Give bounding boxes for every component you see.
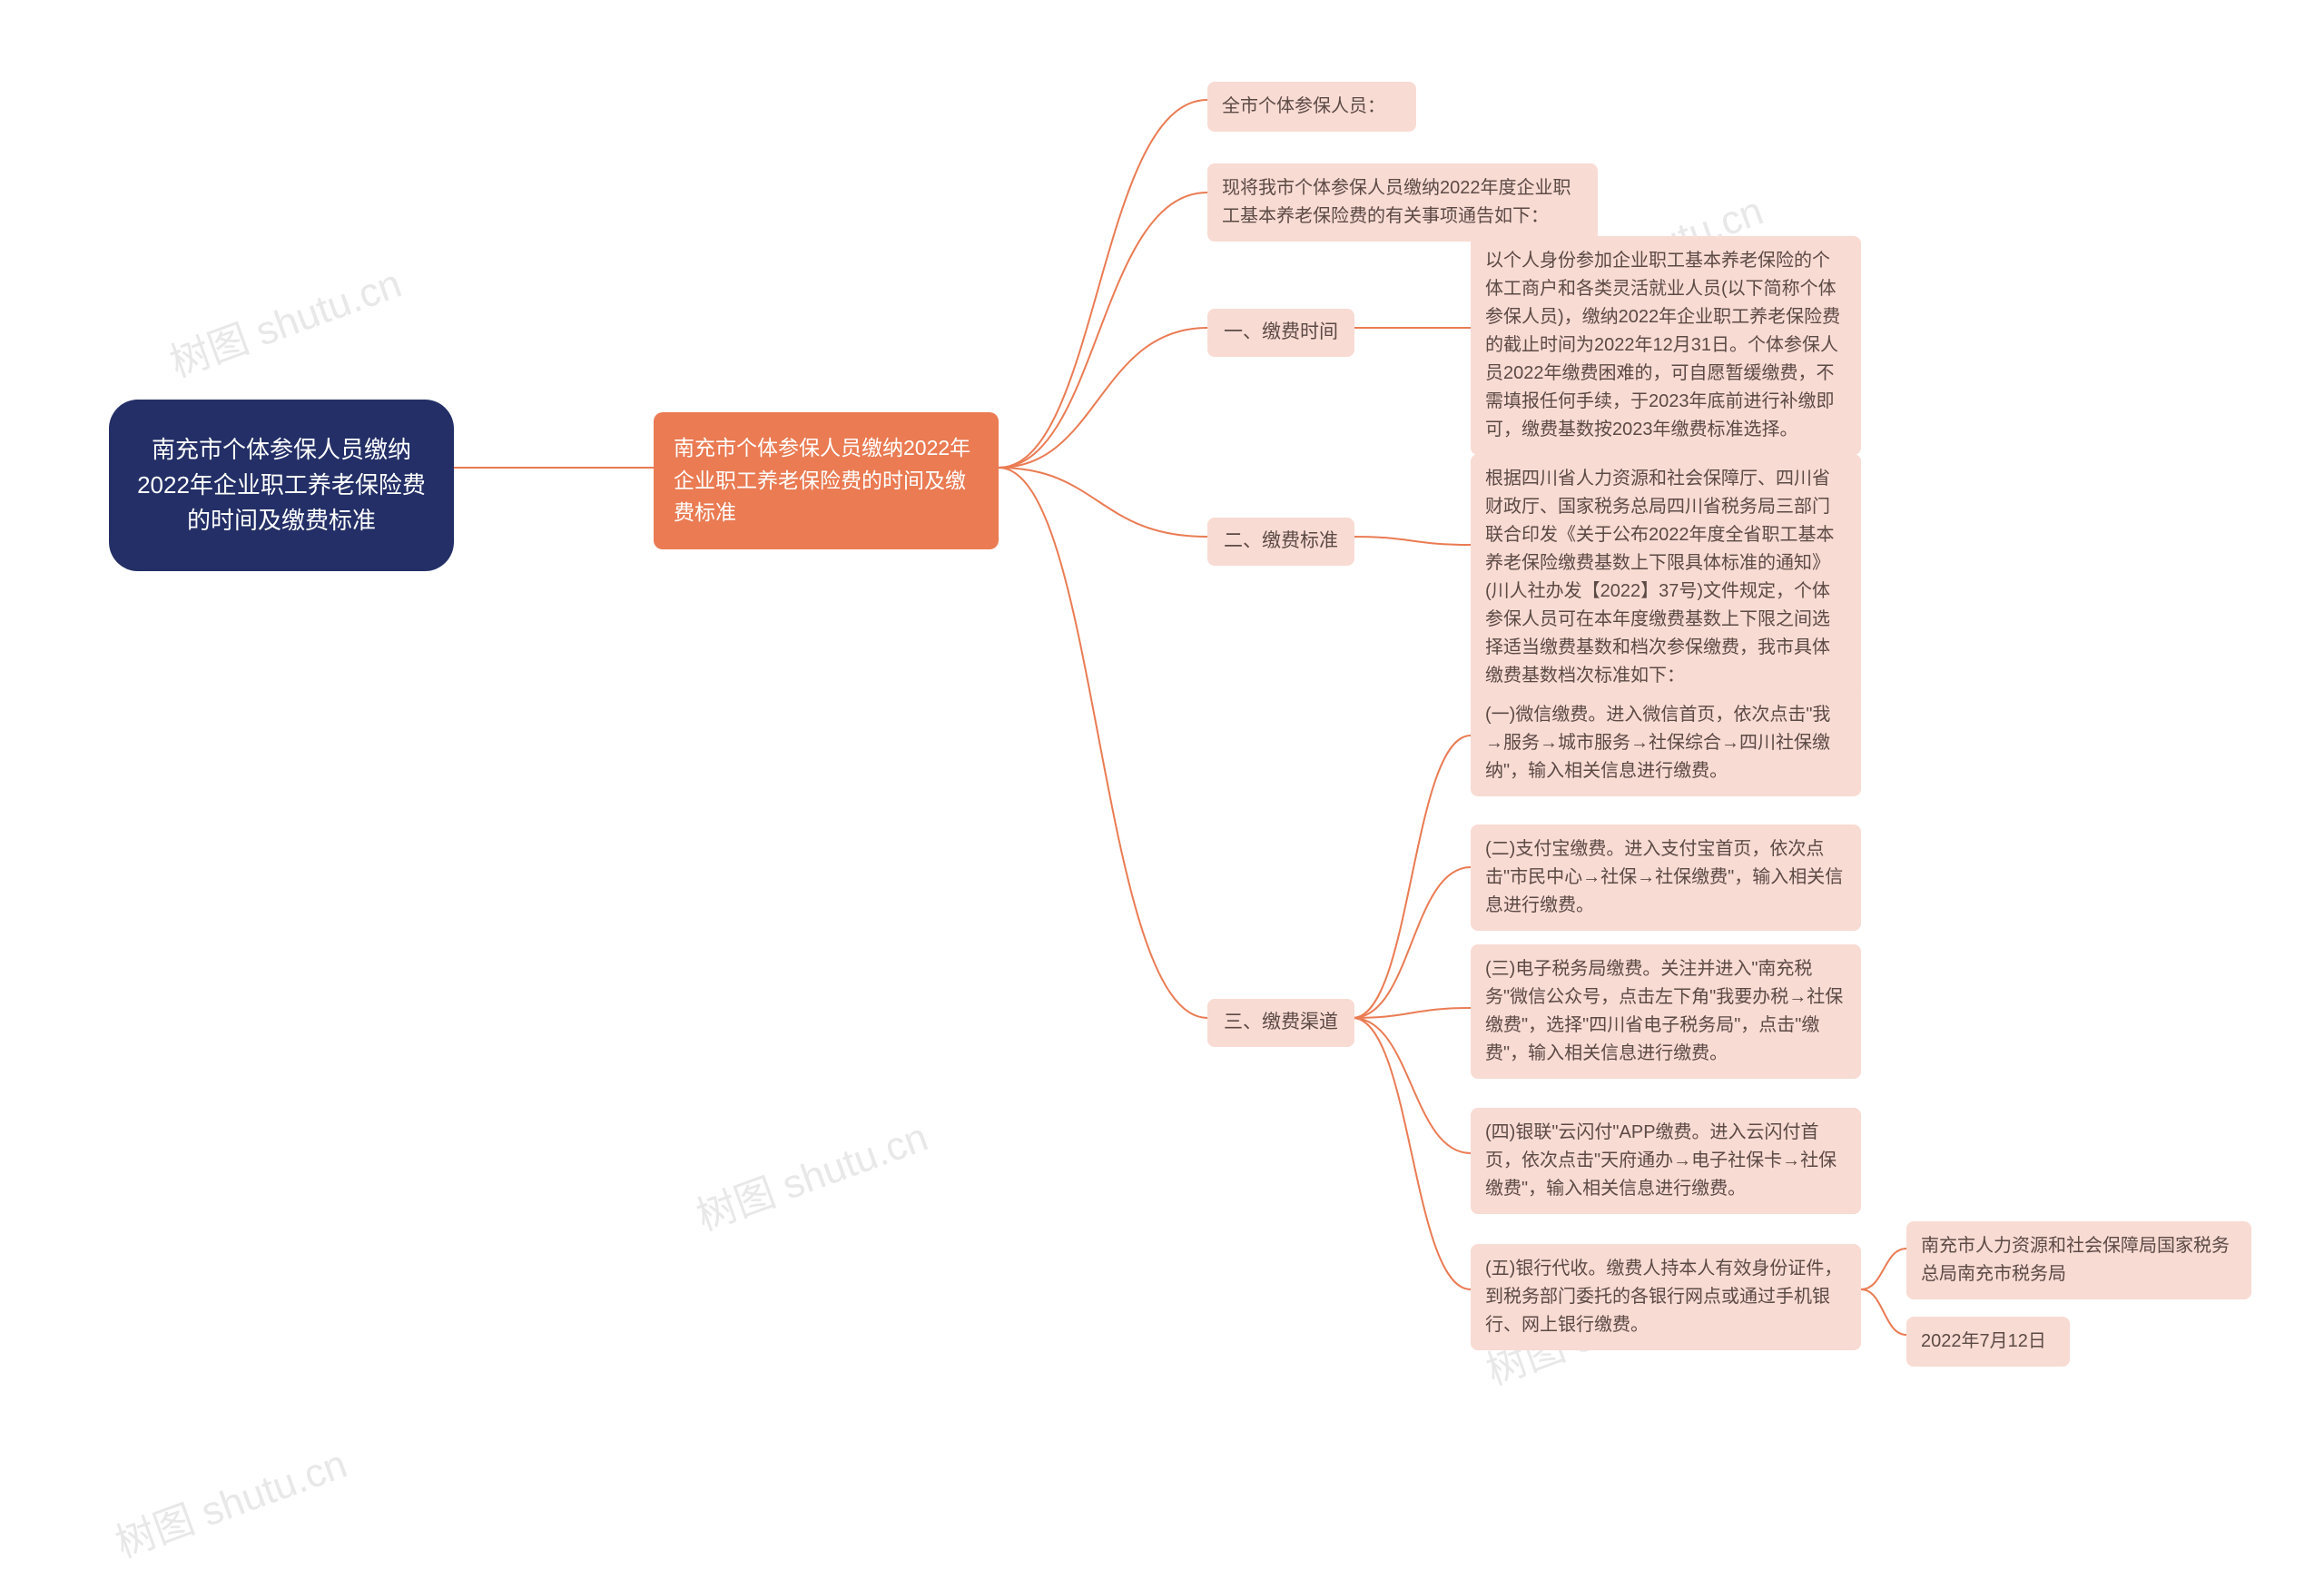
leaf-payment-standard[interactable]: 根据四川省人力资源和社会保障厅、四川省财政厅、国家税务总局四川省税务局三部门联合… [1471,454,1861,701]
branch-section-2[interactable]: 二、缴费标准 [1207,518,1354,566]
watermark: 树图 shutu.cn [106,1431,353,1568]
branch-audience[interactable]: 全市个体参保人员： [1207,82,1416,132]
watermark: 树图 shutu.cn [161,251,408,388]
leaf-payment-time[interactable]: 以个人身份参加企业职工基本养老保险的个体工商户和各类灵活就业人员(以下简称个体参… [1471,236,1861,455]
leaf-issuer[interactable]: 南充市人力资源和社会保障局国家税务总局南充市税务局 [1906,1221,2251,1299]
leaf-channel-wechat[interactable]: (一)微信缴费。进入微信首页，依次点击"我→服务→城市服务→社保综合→四川社保缴… [1471,690,1861,796]
branch-intro[interactable]: 现将我市个体参保人员缴纳2022年度企业职工基本养老保险费的有关事项通告如下： [1207,163,1598,242]
branch-section-3[interactable]: 三、缴费渠道 [1207,999,1354,1047]
mindmap-root[interactable]: 南充市个体参保人员缴纳2022年企业职工养老保险费的时间及缴费标准 [109,400,454,571]
mindmap-topic[interactable]: 南充市个体参保人员缴纳2022年企业职工养老保险费的时间及缴费标准 [654,412,999,549]
watermark: 树图 shutu.cn [687,1104,934,1241]
branch-section-1[interactable]: 一、缴费时间 [1207,309,1354,357]
leaf-channel-etax[interactable]: (三)电子税务局缴费。关注并进入"南充税务"微信公众号，点击左下角"我要办税→社… [1471,944,1861,1079]
leaf-date[interactable]: 2022年7月12日 [1906,1317,2070,1367]
leaf-channel-unionpay[interactable]: (四)银联"云闪付"APP缴费。进入云闪付首页，依次点击"天府通办→电子社保卡→… [1471,1108,1861,1214]
leaf-channel-alipay[interactable]: (二)支付宝缴费。进入支付宝首页，依次点击"市民中心→社保→社保缴费"，输入相关… [1471,825,1861,931]
leaf-channel-bank[interactable]: (五)银行代收。缴费人持本人有效身份证件，到税务部门委托的各银行网点或通过手机银… [1471,1244,1861,1350]
